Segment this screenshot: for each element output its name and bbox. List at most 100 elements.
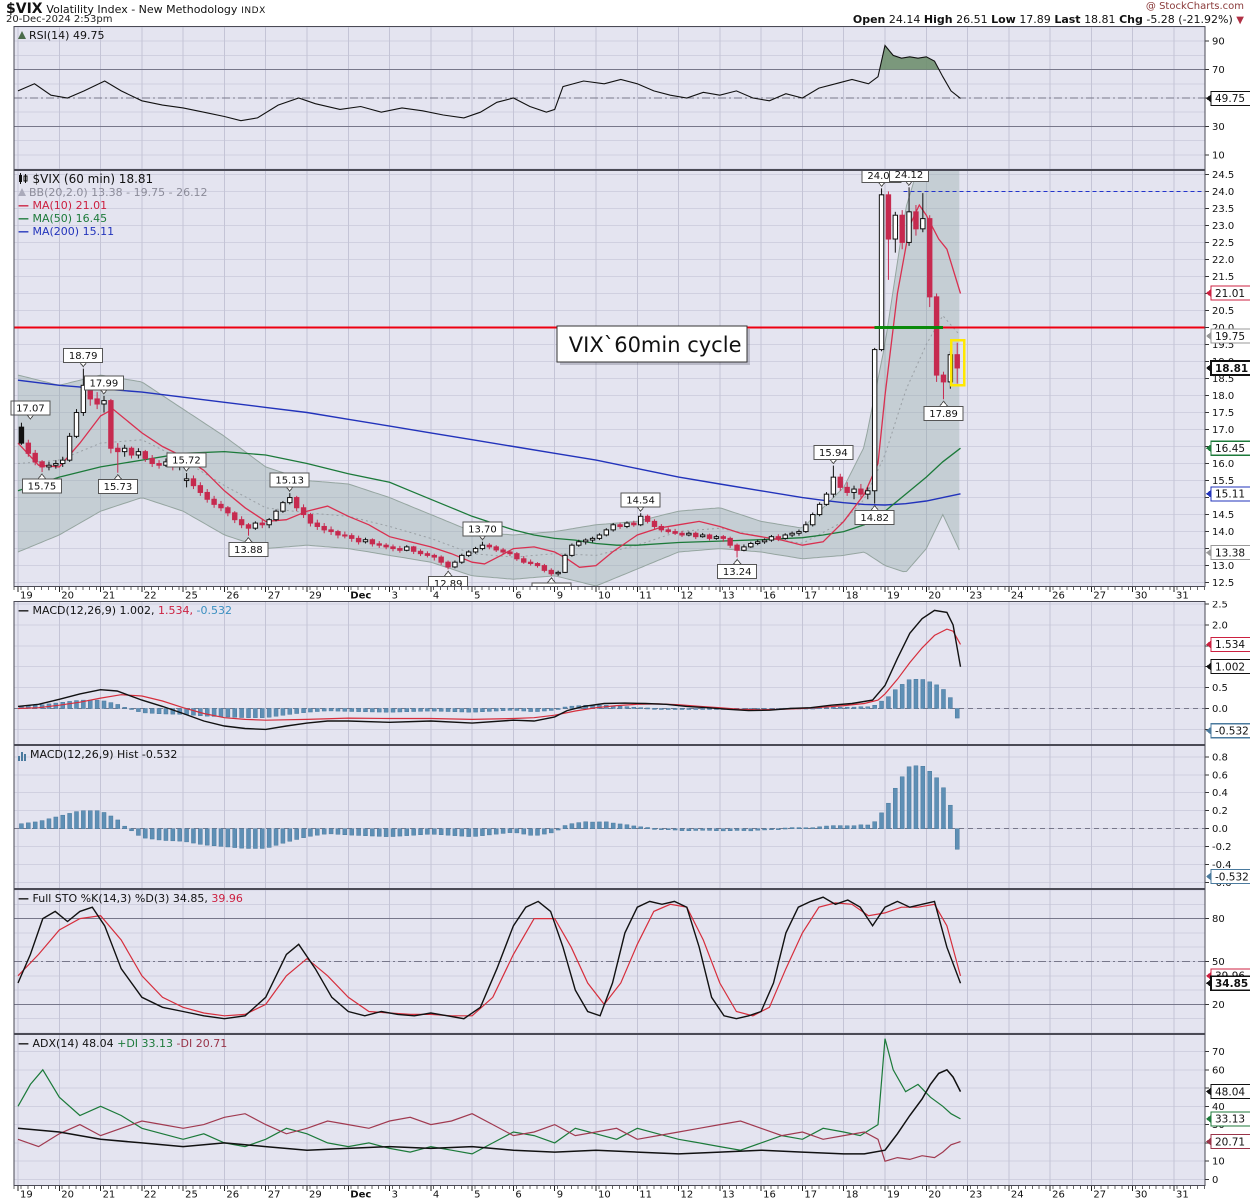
svg-text:2.0: 2.0 [1212, 620, 1228, 631]
svg-text:30: 30 [1212, 122, 1225, 133]
open-label: Open [852, 13, 886, 26]
x-axis-label: 9 [557, 591, 563, 602]
chg-value: -5.28 (-21.92%) [1146, 13, 1233, 26]
svg-text:12.5: 12.5 [1212, 578, 1234, 587]
x-axis-label: 5 [474, 1190, 480, 1200]
svg-text:16.0: 16.0 [1212, 459, 1234, 470]
svg-text:24.12: 24.12 [895, 170, 924, 181]
svg-text:2.5: 2.5 [1212, 601, 1228, 611]
svg-text:0.8: 0.8 [1212, 752, 1228, 763]
x-axis-label: 10 [598, 1190, 611, 1200]
svg-text:18.81: 18.81 [1215, 363, 1248, 375]
svg-text:20.5: 20.5 [1212, 306, 1234, 317]
price-legend-text: $VIX (60 min) 18.81 [32, 172, 154, 186]
x-axis-label: 6 [515, 591, 521, 602]
adx-panel-grid [14, 1034, 1205, 1186]
x-axis-label: 27 [1093, 1190, 1106, 1200]
svg-text:1.534: 1.534 [1215, 639, 1245, 651]
svg-text:80: 80 [1212, 914, 1225, 925]
sto-legend: — Full STO %K(14,3) %D(3) 34.85, 39.96 [18, 892, 243, 905]
svg-text:19.5: 19.5 [1212, 340, 1234, 351]
x-axis-label: 6 [515, 1190, 521, 1200]
price-panel: 12.513.013.514.014.515.015.516.016.517.0… [10, 170, 1250, 587]
svg-text:0.0: 0.0 [1212, 704, 1228, 715]
x-axis-label: 26 [226, 1190, 239, 1200]
quote-bar: Open 24.14 High 26.51 Low 17.89 Last 18.… [853, 13, 1244, 26]
ma10-legend-text: MA(10) 21.01 [32, 199, 108, 212]
svg-text:24.09: 24.09 [867, 171, 896, 182]
svg-text:17.07: 17.07 [16, 404, 45, 415]
sto-panel-plot [17, 896, 962, 1020]
high-label: High [923, 13, 953, 26]
macd-signal-value: 1.534, [158, 604, 194, 617]
price-panel-grid [14, 170, 1205, 587]
rsi-line [17, 44, 961, 122]
svg-text:-0.2: -0.2 [1212, 842, 1232, 853]
adx-line-icon: — [18, 1037, 29, 1050]
sto-panel-scale: 20 50 80 [1205, 914, 1225, 1011]
macd-signal-line [17, 628, 962, 721]
svg-text:13.70: 13.70 [468, 524, 497, 535]
bb-legend-text: BB(20,2.0) 13.38 - 19.75 - 26.12 [29, 186, 208, 199]
ma200-legend-text: MA(200) 15.11 [32, 225, 115, 238]
macd-hist-panel: -0.6-0.4-0.20.00.20.40.60.8-0.532 [13, 745, 1250, 889]
histogram-icon [18, 748, 27, 761]
svg-text:21.5: 21.5 [1212, 272, 1234, 283]
svg-text:-0.532: -0.532 [1215, 871, 1249, 883]
macd-panel-plot [17, 609, 962, 731]
x-axis-label: 10 [598, 591, 611, 602]
x-axis-label: 31 [1176, 1190, 1189, 1200]
ma10-legend: — MA(10) 21.01 [18, 199, 208, 212]
x-axis-label: 3 [392, 1190, 398, 1200]
macd-hist-panel-plot [19, 765, 960, 850]
macd-histogram-bars [19, 679, 960, 719]
x-axis-label: 27 [268, 591, 281, 602]
current-candle-highlight[interactable] [949, 339, 966, 387]
hist-legend-text: MACD(12,26,9) Hist -0.532 [30, 748, 178, 761]
svg-text:18.5: 18.5 [1212, 374, 1234, 385]
sto-k-value: 34.85, [172, 892, 208, 905]
x-axis-label: 26 [226, 591, 239, 602]
svg-text:15.13: 15.13 [275, 476, 304, 487]
svg-text:34.85: 34.85 [1215, 978, 1248, 990]
svg-text:50: 50 [1212, 957, 1225, 968]
symbol: $VIX [6, 1, 43, 17]
svg-text:20.71: 20.71 [1215, 1136, 1245, 1148]
svg-text:22.5: 22.5 [1212, 238, 1234, 249]
price-panel-scale: 12.513.013.514.014.515.015.516.016.517.0… [1205, 170, 1234, 587]
last-label: Last [1054, 13, 1081, 26]
svg-text:90: 90 [1212, 37, 1225, 48]
x-axis-label: 20 [61, 591, 74, 602]
price-x-axis: 19 20 21 22 25 26 27 29 Dec 3 4 5 6 9 10 11 12 13 16 17 18 19… [0, 587, 1250, 601]
ma10-line-icon: — [18, 199, 29, 212]
svg-text:22.0: 22.0 [1212, 255, 1234, 266]
x-axis-label: 3 [392, 591, 398, 602]
svg-text:13.24: 13.24 [723, 567, 752, 578]
chg-direction-dropdown-icon[interactable]: ▼ [1236, 15, 1244, 26]
exchange-label: INDX [241, 6, 266, 16]
x-axis-label: 21 [103, 591, 116, 602]
x-axis-label: 27 [1093, 591, 1106, 602]
svg-text:12.89: 12.89 [434, 579, 463, 587]
svg-text:16.45: 16.45 [1215, 443, 1245, 455]
price-legend-symbol: $VIX (60 min) 18.81 [18, 173, 208, 186]
x-axis-label: 30 [1135, 1190, 1148, 1200]
di-minus-line [17, 1113, 961, 1162]
svg-text:13.0: 13.0 [1212, 561, 1234, 572]
rsi-panel: 103050709049.75 [13, 26, 1250, 170]
price-legend: $VIX (60 min) 18.81 BB(20,2.0) 13.38 - 1… [18, 173, 208, 238]
macd-legend: — MACD(12,26,9) 1.002, 1.534, -0.532 [18, 604, 232, 617]
svg-text:24.5: 24.5 [1212, 170, 1234, 181]
candles [18, 187, 960, 576]
svg-text:-0.532: -0.532 [1215, 726, 1249, 738]
x-axis-label: 12 [681, 591, 694, 602]
x-axis-label: 19 [20, 1190, 33, 1200]
x-axis-label: 24 [1011, 1190, 1024, 1200]
x-axis-label: Dec [350, 591, 371, 602]
x-axis-label: 26 [1052, 591, 1065, 602]
price-annotations: 17.07 18.79 17.99 15.75 15.73 15.72 13.88 15.13… [10, 170, 964, 587]
x-axis-label: 13 [722, 591, 735, 602]
svg-text:0.0: 0.0 [1212, 824, 1228, 835]
sto-d-line [17, 902, 962, 1017]
